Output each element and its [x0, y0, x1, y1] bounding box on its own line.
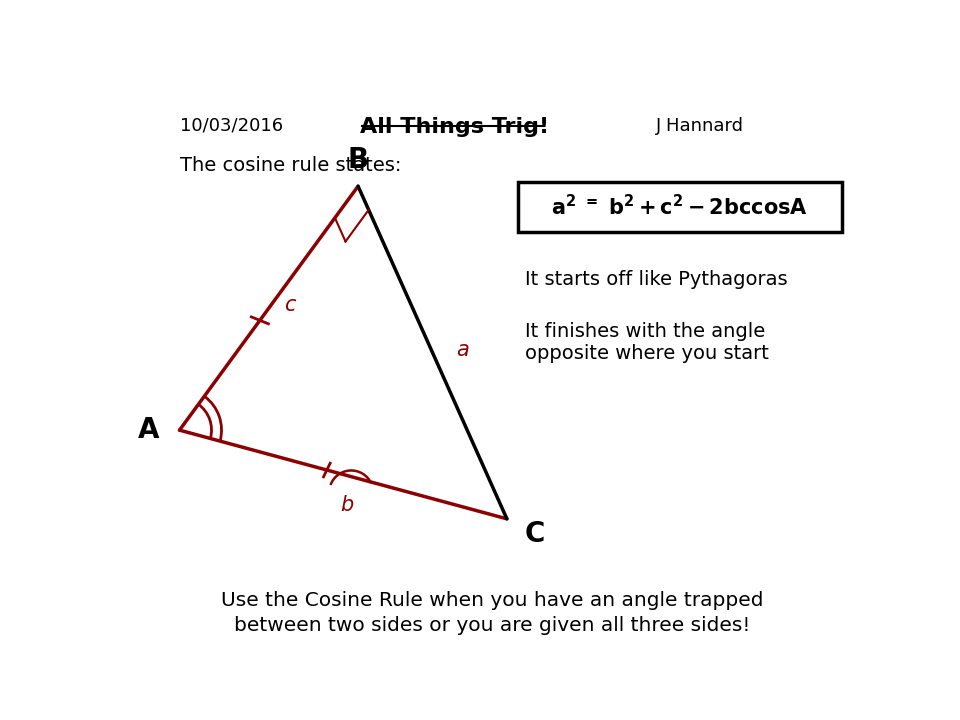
Text: c: c: [284, 295, 296, 315]
Text: A: A: [137, 416, 159, 444]
Text: J Hannard: J Hannard: [656, 117, 744, 135]
Text: All Things Trig!: All Things Trig!: [360, 117, 549, 137]
Text: b: b: [340, 495, 353, 515]
Text: 10/03/2016: 10/03/2016: [180, 117, 282, 135]
FancyBboxPatch shape: [518, 181, 842, 232]
Text: $\mathbf{a^2}$$\mathbf{\ ^{=}\ b^2 + c^2 - 2bccosA}$: $\mathbf{a^2}$$\mathbf{\ ^{=}\ b^2 + c^2…: [551, 194, 808, 220]
Text: between two sides or you are given all three sides!: between two sides or you are given all t…: [234, 616, 750, 635]
Text: C: C: [525, 521, 545, 549]
Text: It finishes with the angle
opposite where you start: It finishes with the angle opposite wher…: [525, 322, 769, 363]
Text: a: a: [456, 340, 468, 360]
Text: The cosine rule states:: The cosine rule states:: [180, 156, 401, 175]
Text: It starts off like Pythagoras: It starts off like Pythagoras: [525, 271, 788, 289]
Text: Use the Cosine Rule when you have an angle trapped: Use the Cosine Rule when you have an ang…: [221, 591, 763, 610]
Text: B: B: [348, 145, 369, 174]
